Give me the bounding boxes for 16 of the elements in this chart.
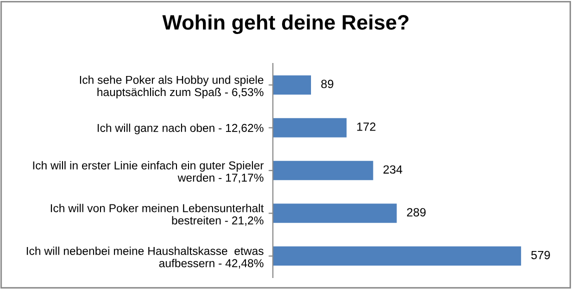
y-tick-label: Ich will in erster Linie einfach ein guter Spieler werden - 17,17% bbox=[33, 161, 264, 184]
bar bbox=[272, 204, 397, 223]
y-tick-label: Ich will ganz nach oben - 12,62% bbox=[98, 124, 264, 134]
bar bbox=[272, 118, 347, 138]
data-label: 89 bbox=[321, 80, 334, 88]
bar bbox=[272, 160, 374, 180]
data-label: 172 bbox=[357, 122, 376, 131]
data-label: 234 bbox=[383, 165, 402, 174]
data-label: 579 bbox=[531, 250, 550, 260]
y-tick-label: Ich will von Poker meinen Lebensunterhalt bestreiten - 21,2% bbox=[50, 204, 264, 226]
chart-title: Wohin geht deine Reise? bbox=[162, 14, 408, 34]
data-label: 289 bbox=[407, 208, 426, 216]
y-tick-label: Ich sehe Poker als Hobby und spiele hauptsächlich zum Spaß - 6,53% bbox=[80, 76, 264, 98]
y-tick-label: Ich will nebenbei meine Haushaltskasse etwas aufbessern - 42,48% bbox=[26, 246, 264, 269]
bar bbox=[272, 246, 522, 266]
bar bbox=[272, 75, 311, 95]
